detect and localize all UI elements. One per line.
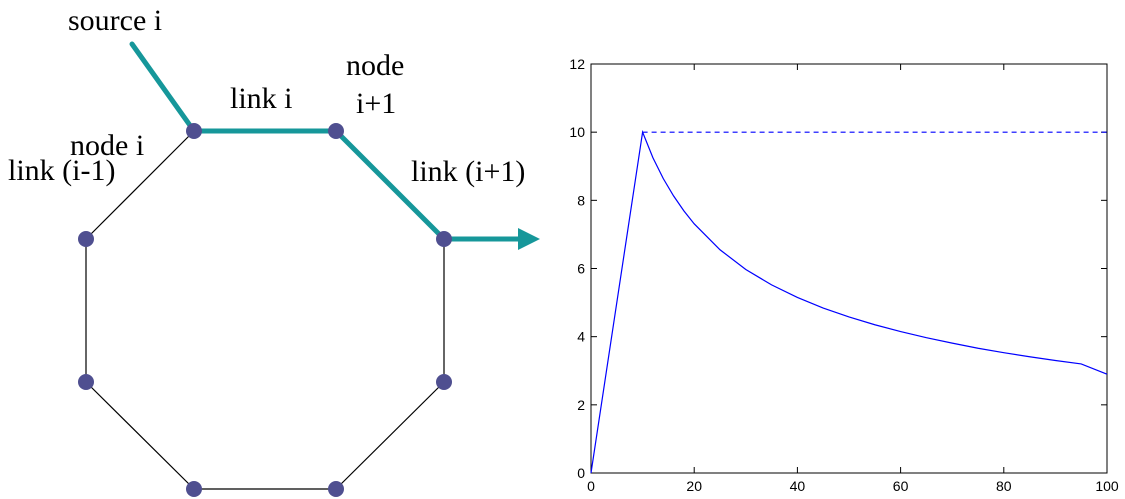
node-next-label-line2: i+1 bbox=[356, 87, 396, 120]
ring-edges bbox=[85, 130, 445, 490]
node-next-label-line1: node bbox=[346, 49, 404, 82]
y-tick-label: 4 bbox=[577, 329, 585, 345]
ring-edge bbox=[85, 381, 195, 490]
link-prev-label: link (i-1) bbox=[8, 154, 115, 187]
x-tick-label: 60 bbox=[893, 478, 909, 494]
plot-frame bbox=[590, 63, 1108, 474]
x-tick-label: 0 bbox=[587, 478, 595, 494]
ring-edge bbox=[335, 381, 445, 490]
y-tick-label: 2 bbox=[577, 397, 585, 413]
link-next-label: link (i+1) bbox=[411, 155, 525, 188]
line-chart: 0 20 40 60 80 100 0 2 4 6 8 10 12 bbox=[569, 56, 1118, 494]
ring-node bbox=[186, 481, 202, 497]
source-label: source i bbox=[68, 4, 162, 37]
ring-network-diagram: source i node i link i node i+1 link (i-… bbox=[8, 4, 540, 497]
y-tick-label: 0 bbox=[577, 465, 585, 481]
ring-node bbox=[78, 374, 94, 390]
y-tick-label: 10 bbox=[569, 124, 585, 140]
exit-arrowhead bbox=[518, 228, 540, 250]
y-tick-label: 12 bbox=[569, 56, 585, 72]
ring-edge-link-prev bbox=[85, 130, 195, 240]
chart-series bbox=[590, 129, 1108, 474]
source-path bbox=[129, 41, 197, 134]
axis-ticks: 0 20 40 60 80 100 0 2 4 6 8 10 12 bbox=[569, 56, 1118, 494]
y-tick-label: 8 bbox=[577, 192, 585, 208]
node-i-plus-1 bbox=[328, 123, 344, 139]
x-tick-label: 40 bbox=[790, 478, 806, 494]
node-i bbox=[186, 123, 202, 139]
x-tick-label: 100 bbox=[1095, 478, 1119, 494]
ring-nodes bbox=[78, 123, 452, 497]
solid-series-line bbox=[590, 129, 1108, 474]
ring-node bbox=[328, 481, 344, 497]
x-tick-label: 20 bbox=[686, 478, 702, 494]
highlighted-path bbox=[129, 41, 523, 242]
link-i-label: link i bbox=[230, 82, 293, 115]
link-next-path bbox=[333, 128, 447, 242]
node-i-label: node i bbox=[70, 129, 144, 162]
ring-node bbox=[436, 374, 452, 390]
y-tick-label: 6 bbox=[577, 261, 585, 277]
ring-node bbox=[78, 231, 94, 247]
ring-node bbox=[436, 231, 452, 247]
x-tick-label: 80 bbox=[996, 478, 1012, 494]
